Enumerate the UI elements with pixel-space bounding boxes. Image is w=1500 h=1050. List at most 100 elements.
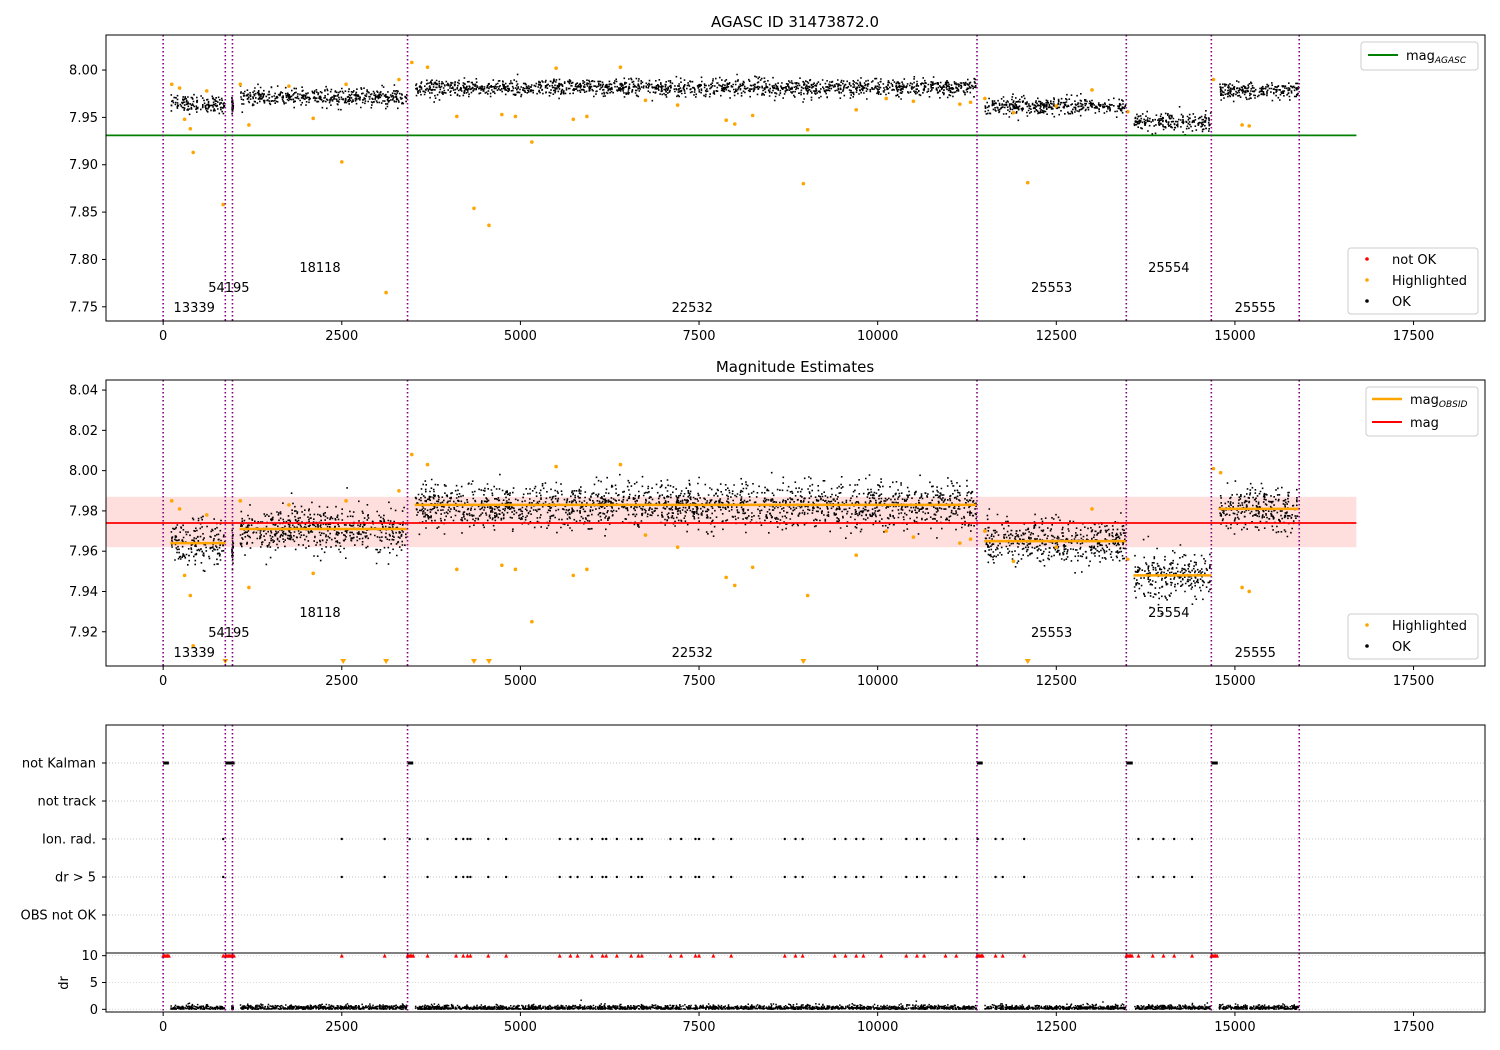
flag-mark	[922, 837, 926, 841]
dr-clipped-point	[668, 953, 673, 958]
flag-mark	[844, 875, 847, 879]
highlighted-point	[384, 290, 388, 295]
highlighted-point	[958, 102, 962, 106]
flag-mark	[615, 875, 619, 879]
highlighted-point	[571, 117, 576, 122]
dr-clipped-point	[800, 953, 805, 958]
flag-mark	[922, 875, 926, 879]
highlighted-point	[425, 462, 430, 467]
x-tick-label: 0	[159, 329, 167, 344]
flag-mark	[454, 875, 458, 879]
panel1-y-axis: 7.75 7.80 7.85 7.90 7.95 8.00	[69, 64, 106, 315]
below-range-marker	[800, 659, 807, 664]
dr-clipped-point	[711, 953, 716, 958]
flag-mark	[1001, 837, 1004, 841]
flag-mark	[1022, 837, 1026, 841]
highlighted-point	[500, 112, 504, 117]
legend-ok-marker	[1365, 644, 1369, 648]
dr-clipped-point	[679, 953, 684, 958]
panel1-legend-bottom: not OK Highlighted OK	[1347, 247, 1479, 315]
category-label: OBS not OK	[21, 909, 97, 924]
dr-clipped-point	[1130, 953, 1135, 958]
dr-points-25553	[984, 1001, 1127, 1010]
highlighted-point	[884, 529, 889, 533]
highlighted-point	[732, 583, 737, 588]
highlighted-point	[455, 114, 459, 119]
highlighted-point	[188, 126, 193, 131]
flag-mark	[383, 875, 386, 879]
dr-clipped-point	[879, 953, 884, 958]
flag-mark	[225, 761, 235, 765]
flag-mark	[1172, 875, 1176, 879]
category-label: Ion. rad.	[42, 833, 96, 848]
flag-mark	[955, 875, 958, 879]
flag-mark	[729, 875, 733, 879]
dr-clipped-point	[382, 953, 387, 958]
flag-mark	[466, 837, 469, 841]
panel4-obsid-boundaries	[162, 953, 1301, 1012]
obsid-label: 54195	[208, 626, 249, 641]
highlighted-point	[188, 593, 193, 598]
highlighted-point	[530, 140, 534, 144]
highlighted-point	[805, 127, 810, 132]
flag-mark	[976, 761, 983, 765]
panel4-frame	[105, 952, 1486, 1013]
flag-mark	[221, 837, 225, 841]
flag-mark	[915, 837, 919, 841]
flag-mark	[383, 837, 386, 841]
dr-clipped-point	[425, 953, 430, 958]
flag-mark	[905, 837, 908, 841]
flag-mark	[407, 761, 414, 765]
highlighted-point	[724, 118, 728, 123]
dr-points-22532	[414, 999, 978, 1010]
dr-clipped-point	[922, 953, 927, 958]
obsid-label: 13339	[174, 301, 215, 316]
panel2-x-axis: 0 2500 5000 7500 10000 12500 15000 17500	[159, 666, 1434, 689]
highlighted-point	[643, 98, 648, 103]
x-tick-label: 17500	[1393, 674, 1434, 689]
ok-points-25555	[1219, 80, 1300, 103]
highlighted-point	[724, 575, 728, 580]
panel4-y-label: dr	[57, 976, 72, 990]
flag-mark	[1162, 837, 1165, 841]
dr-points-25555	[1218, 1003, 1300, 1010]
highlighted-point	[425, 65, 430, 69]
legend-not-ok-label: not OK	[1392, 253, 1437, 268]
below-range-marker	[470, 659, 477, 664]
highlighted-point	[177, 507, 182, 511]
flag-mark	[590, 837, 594, 841]
x-tick-label: 0	[159, 1020, 167, 1035]
flag-mark	[1001, 875, 1004, 879]
flag-mark	[590, 875, 594, 879]
x-tick-label: 15000	[1214, 329, 1255, 344]
highlighted-point	[513, 114, 518, 119]
highlighted-point	[169, 499, 174, 503]
highlighted-point	[344, 82, 348, 87]
flag-mark	[576, 837, 579, 841]
highlighted-point	[472, 206, 476, 211]
flag-mark	[862, 837, 865, 841]
dr-clipped-point	[504, 953, 509, 958]
ok-points-13339	[170, 515, 226, 572]
x-tick-label: 5000	[504, 1020, 537, 1035]
flag-mark	[558, 837, 561, 841]
dr-clipped-point	[465, 953, 470, 958]
dr-clipped-point	[832, 953, 837, 958]
below-range-marker	[383, 659, 390, 664]
ok-points-18118	[239, 83, 408, 113]
x-tick-label: 2500	[325, 329, 358, 344]
panel3-flags-plot	[106, 725, 1485, 953]
highlighted-point	[182, 573, 187, 578]
dr-clipped-point	[629, 953, 634, 958]
flag-mark	[601, 875, 604, 879]
panel1-x-axis: 0 2500 5000 7500 10000 12500 15000 17500	[159, 321, 1434, 344]
flag-mark	[462, 837, 465, 841]
highlighted-point	[675, 103, 680, 107]
dr-points-25554	[1134, 1002, 1212, 1010]
flag-mark	[905, 875, 908, 879]
legend-not-ok-marker	[1365, 257, 1369, 261]
highlighted-point	[169, 82, 174, 87]
highlighted-point	[854, 108, 859, 112]
below-range-marker	[340, 659, 347, 664]
dr-clipped-point	[614, 953, 619, 958]
